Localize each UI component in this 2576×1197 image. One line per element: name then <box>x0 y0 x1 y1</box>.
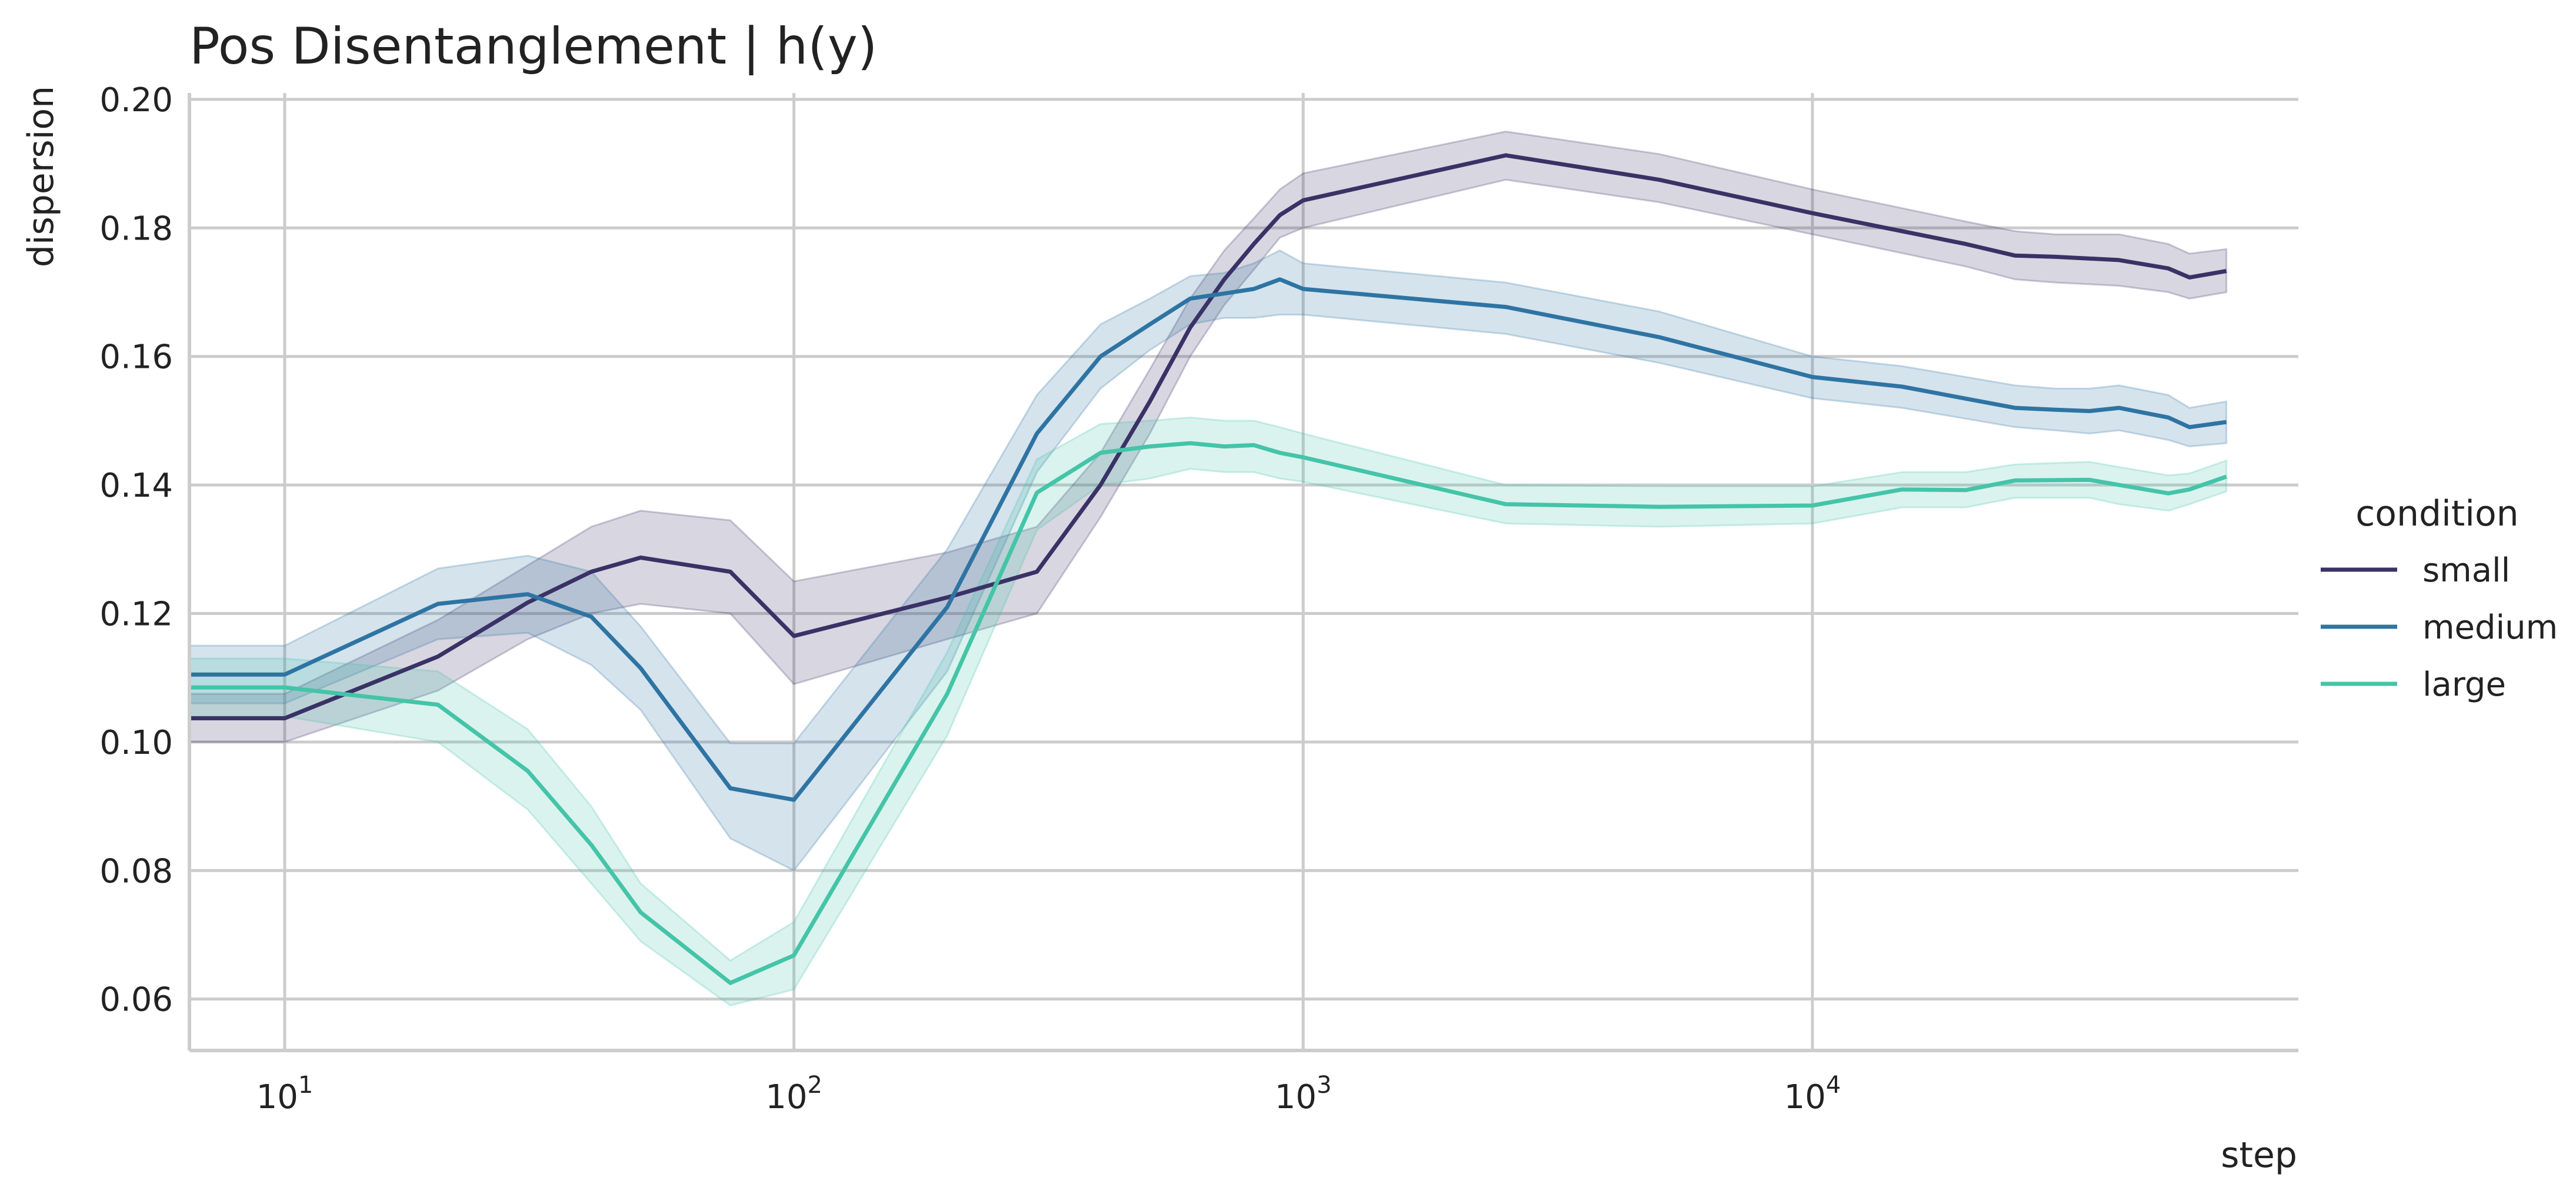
legend-label-medium: medium <box>2422 609 2558 647</box>
confidence-bands <box>188 130 2228 1007</box>
y-gridlines <box>189 98 2298 1001</box>
x-tick-label: 103 <box>1275 1072 1332 1116</box>
y-axis-label: dispersion <box>21 86 62 267</box>
x-tick-label: 101 <box>256 1072 314 1116</box>
y-tick-label: 0.12 <box>99 595 173 633</box>
y-tick-label: 0.14 <box>99 467 173 505</box>
band-medium <box>188 249 2228 872</box>
chart-title: Pos Disentanglement | h(y) <box>189 17 877 76</box>
legend-label-large: large <box>2422 666 2506 704</box>
series-line-medium <box>189 277 2227 802</box>
x-tick-label: 102 <box>765 1072 822 1116</box>
y-tick-label: 0.16 <box>99 338 173 377</box>
y-tick-label: 0.18 <box>99 210 173 248</box>
y-tick-label: 0.20 <box>99 81 173 119</box>
x-tick-labels: 101 102 103 104 <box>256 1072 1841 1116</box>
y-tick-label: 0.10 <box>99 724 173 762</box>
series-lines <box>189 153 2227 985</box>
y-tick-labels: 0.06 0.08 0.10 0.12 0.14 0.16 0.18 0.20 <box>99 81 173 1019</box>
y-tick-label: 0.06 <box>99 981 173 1019</box>
x-axis-label: step <box>2221 1135 2297 1176</box>
band-small <box>188 130 2228 743</box>
legend: condition small medium large <box>2321 493 2558 704</box>
series-line-small <box>189 153 2227 720</box>
x-tick-label: 104 <box>1784 1072 1841 1116</box>
legend-label-small: small <box>2422 551 2510 590</box>
legend-items: small medium large <box>2321 551 2558 704</box>
series-line-large <box>189 441 2227 985</box>
band-large <box>188 416 2228 1007</box>
y-tick-label: 0.08 <box>99 852 173 890</box>
legend-title: condition <box>2355 493 2518 534</box>
x-gridlines <box>283 93 1814 1050</box>
